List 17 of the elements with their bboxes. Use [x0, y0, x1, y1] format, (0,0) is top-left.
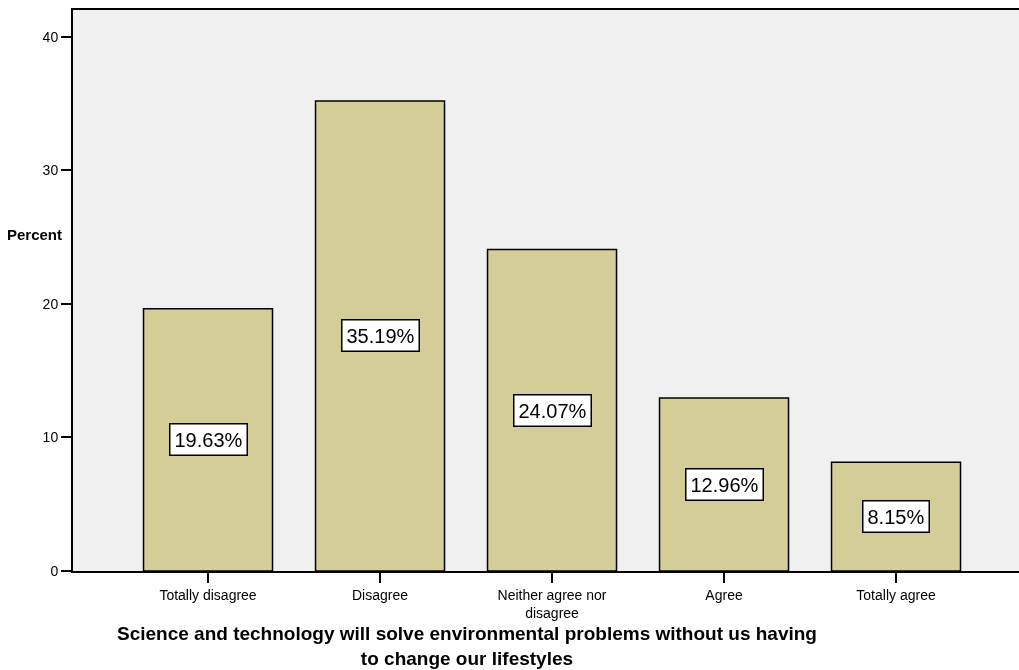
data-label: 8.15% — [867, 505, 925, 528]
x-tick-label: Totally agree — [856, 586, 936, 603]
y-tick-label: 10 — [42, 429, 59, 446]
data-label: 19.63% — [174, 428, 243, 451]
y-tick-label: 20 — [42, 295, 59, 312]
data-label: 24.07% — [518, 399, 587, 422]
x-tick-label: Agree — [705, 586, 743, 603]
y-tick-label: 30 — [42, 162, 59, 179]
y-tick-label: 0 — [50, 562, 59, 579]
x-tick-label: Disagree — [352, 586, 409, 603]
x-axis-title: Science and technology will solve environmental problems without us having to change our lifestyles — [117, 623, 817, 669]
y-tick-label: 40 — [42, 28, 59, 45]
data-label: 12.96% — [690, 473, 759, 496]
x-tick-label: Neither agree nor disagree — [497, 586, 607, 621]
data-label: 35.19% — [346, 324, 415, 347]
x-tick-label: Totally disagree — [159, 586, 257, 603]
y-axis-title: Percent — [7, 226, 63, 243]
